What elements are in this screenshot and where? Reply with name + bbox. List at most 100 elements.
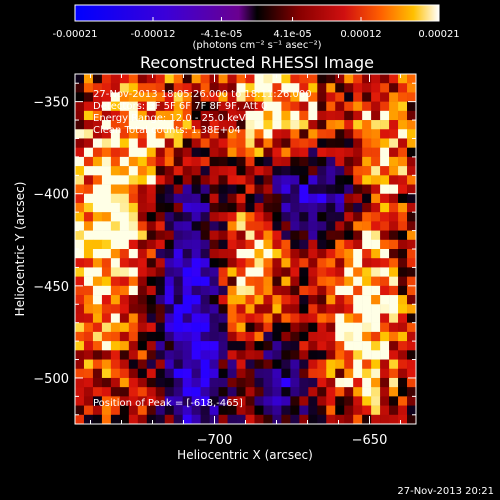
heatmap-cell <box>110 212 121 222</box>
heatmap-cell <box>380 230 390 241</box>
heatmap-cell <box>227 202 237 213</box>
heatmap-cell <box>353 184 363 195</box>
heatmap-cell <box>164 129 175 139</box>
heatmap-cell <box>173 110 183 121</box>
heatmap-cell <box>137 175 148 185</box>
heatmap-cell <box>281 396 291 406</box>
heatmap-cell <box>173 147 183 158</box>
heatmap-cell <box>308 405 318 416</box>
heatmap-cell <box>245 175 255 185</box>
heatmap-cell <box>236 405 246 416</box>
heatmap-cell <box>236 239 246 250</box>
heatmap-cell <box>308 83 318 93</box>
heatmap-cell <box>155 156 166 167</box>
heatmap-cell <box>209 212 219 222</box>
heatmap-cell <box>398 129 408 139</box>
heatmap-cell <box>245 285 255 296</box>
heatmap-cell <box>191 396 201 406</box>
heatmap-cell <box>101 129 112 139</box>
heatmap-cell <box>308 258 318 268</box>
heatmap-cell <box>308 295 318 305</box>
heatmap-cell <box>155 74 166 84</box>
heatmap-cell <box>353 147 363 158</box>
heatmap-cell <box>110 350 121 360</box>
heatmap-cell <box>254 295 264 305</box>
heatmap-cell <box>362 341 372 351</box>
heatmap-cell <box>173 313 183 323</box>
heatmap-cell <box>398 239 408 250</box>
heatmap-cell <box>92 405 103 416</box>
heatmap-cell <box>398 267 408 277</box>
heatmap-cell <box>245 129 255 139</box>
heatmap-cell <box>317 396 327 406</box>
heatmap-cell <box>155 304 166 314</box>
heatmap-cell <box>407 175 417 185</box>
colorbar-tick-labels: -0.00021 -0.00012 -4.1e-05 4.1e-05 0.00012 0.… <box>53 29 460 40</box>
heatmap-cell <box>326 92 336 102</box>
heatmap-cell <box>326 175 336 185</box>
heatmap-cell <box>182 239 192 250</box>
heatmap-cell <box>209 239 219 250</box>
heatmap-cell <box>299 396 309 406</box>
heatmap-cell <box>326 341 336 351</box>
heatmap-cell <box>344 313 354 323</box>
heatmap-cell <box>272 166 282 176</box>
heatmap-cell <box>236 166 246 176</box>
heatmap-cell <box>407 156 417 167</box>
heatmap-cell <box>398 175 408 185</box>
heatmap-cell <box>209 322 219 333</box>
heatmap-cell <box>362 405 372 416</box>
heatmap-cell <box>263 74 273 84</box>
heatmap-cell <box>128 295 139 305</box>
heatmap-cell <box>191 101 201 112</box>
heatmap-cell <box>299 331 309 342</box>
heatmap-cell <box>245 295 255 305</box>
heatmap-cell <box>119 221 130 231</box>
heatmap-cell <box>83 267 94 277</box>
heatmap-cell <box>353 175 363 185</box>
heatmap-cell <box>191 267 201 277</box>
heatmap-cell <box>371 166 381 176</box>
heatmap-cell <box>146 193 157 204</box>
heatmap-cell <box>398 184 408 195</box>
heatmap-cell <box>200 156 210 167</box>
heatmap-cell <box>209 221 219 231</box>
heatmap-cell <box>344 285 354 296</box>
heatmap-cell <box>146 175 157 185</box>
heatmap-cell <box>263 129 273 139</box>
heatmap-cell <box>101 138 112 148</box>
footer-timestamp: 27-Nov-2013 20:21 <box>397 486 494 497</box>
heatmap-cell <box>317 193 327 204</box>
heatmap-cell <box>101 249 112 259</box>
heatmap-cell <box>308 101 318 112</box>
heatmap-cell <box>290 212 300 222</box>
heatmap-cell <box>299 249 309 259</box>
heatmap-cell <box>218 258 228 268</box>
heatmap-cell <box>101 285 112 296</box>
heatmap-cell <box>164 202 175 213</box>
heatmap-cell <box>353 368 363 379</box>
heatmap-cell <box>110 221 121 231</box>
heatmap-cell <box>389 387 399 397</box>
heatmap-cell <box>92 147 103 158</box>
heatmap-cell <box>299 156 309 167</box>
heatmap-cell <box>209 368 219 379</box>
heatmap-cell <box>308 166 318 176</box>
heatmap-cell <box>164 405 175 416</box>
heatmap-cell <box>209 110 219 121</box>
heatmap-cell <box>326 350 336 360</box>
heatmap-cell <box>227 331 237 342</box>
heatmap-cell <box>92 166 103 176</box>
heatmap-cell <box>155 129 166 139</box>
heatmap-cell <box>155 83 166 93</box>
heatmap-cell <box>353 377 363 388</box>
heatmap-cell <box>92 414 103 425</box>
heatmap-cell <box>92 193 103 204</box>
heatmap-cell <box>83 212 94 222</box>
heatmap-cell <box>407 313 417 323</box>
heatmap-cell <box>281 276 291 287</box>
heatmap-cell <box>326 258 336 268</box>
heatmap-cell <box>308 359 318 370</box>
heatmap-cell <box>407 368 417 379</box>
heatmap-cell <box>389 405 399 416</box>
